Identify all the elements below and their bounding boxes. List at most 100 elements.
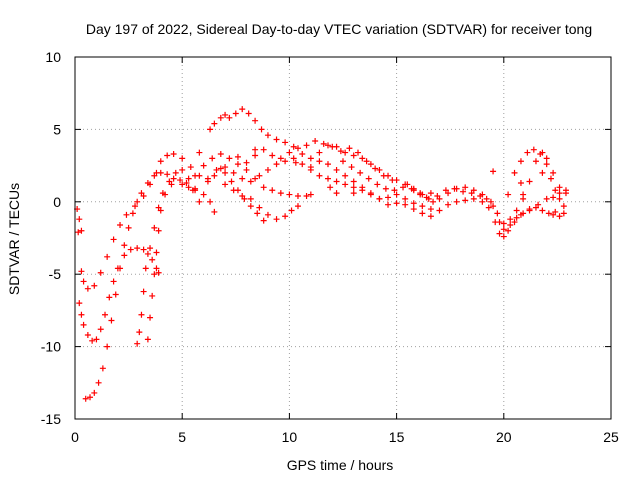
data-point-arc-5-9 bbox=[177, 177, 184, 184]
data-point-arc-1-29 bbox=[247, 203, 254, 210]
data-point-arc-7-15 bbox=[320, 140, 327, 147]
data-point-arc-13-2 bbox=[417, 190, 424, 197]
data-point-arc-4-0 bbox=[134, 340, 141, 347]
data-point-arc-2-8 bbox=[106, 294, 113, 301]
data-point-arc-13-8 bbox=[462, 184, 469, 191]
data-point-arc-14-7 bbox=[552, 187, 559, 194]
data-point-arc-3-20 bbox=[185, 184, 192, 191]
data-point-arc-4-6 bbox=[151, 224, 158, 231]
data-point-arc-13-5 bbox=[436, 195, 443, 202]
data-point-arc-2-15 bbox=[144, 250, 151, 257]
data-point-arc-6-23 bbox=[376, 166, 383, 173]
data-point-arc-8-13 bbox=[316, 172, 323, 179]
data-point-arc-9-9 bbox=[294, 203, 301, 210]
data-point-arc-13-22 bbox=[556, 184, 563, 191]
data-point-scatter-isolated-11 bbox=[520, 191, 527, 198]
data-point-arc-6-22 bbox=[367, 161, 374, 168]
data-point-arc-13-9 bbox=[470, 187, 477, 194]
data-point-arc-14-1 bbox=[517, 158, 524, 165]
data-point-arc-7-6 bbox=[243, 159, 250, 166]
data-point-arc-11-10 bbox=[393, 200, 400, 207]
data-point-arc-5-14 bbox=[211, 208, 218, 215]
data-point-arc-10-6 bbox=[294, 193, 301, 200]
data-point-arc-6-15 bbox=[307, 155, 314, 162]
data-point-arc-1-11 bbox=[123, 211, 130, 218]
data-point-arc-3-3 bbox=[95, 379, 102, 386]
data-point-arc-11-23 bbox=[496, 230, 503, 237]
data-point-arc-13-21 bbox=[550, 169, 557, 176]
data-point-arc-1-7 bbox=[97, 269, 104, 276]
data-point-arc-10-4 bbox=[277, 190, 284, 197]
data-point-arc-3-10 bbox=[125, 224, 132, 231]
data-point-arc-11-15 bbox=[436, 207, 443, 214]
data-point-arc-2-0 bbox=[76, 300, 83, 307]
data-point-arc-8-21 bbox=[385, 194, 392, 201]
data-point-arc-10-8 bbox=[307, 191, 314, 198]
data-point-scatter-isolated-7 bbox=[350, 190, 357, 197]
data-point-arc-13-6 bbox=[445, 190, 452, 197]
data-point-arc-4-10 bbox=[172, 169, 179, 176]
data-point-arc-14-0 bbox=[511, 169, 518, 176]
data-point-arc-6-14 bbox=[299, 151, 306, 158]
data-point-arc-12-18 bbox=[490, 203, 497, 210]
data-point-arc-3-17 bbox=[164, 171, 171, 178]
data-point-arc-10-5 bbox=[286, 191, 293, 198]
data-point-arc-8-7 bbox=[264, 166, 271, 173]
data-point-arc-2-16 bbox=[149, 256, 156, 263]
data-point-arc-6-0 bbox=[207, 126, 214, 133]
data-point-arc-2-1 bbox=[78, 311, 85, 318]
data-point-arc-4-5 bbox=[147, 245, 154, 252]
data-point-arc-12-21 bbox=[507, 221, 514, 228]
data-point-arc-11-7 bbox=[367, 190, 374, 197]
data-point-arc-13-14 bbox=[507, 216, 514, 223]
y-tick-label-0: 0 bbox=[53, 194, 61, 210]
data-point-arc-13-12 bbox=[494, 210, 501, 217]
data-point-arc-8-10 bbox=[290, 155, 297, 162]
data-point-arc-6-5 bbox=[232, 110, 239, 117]
data-point-arc-2-2 bbox=[80, 321, 87, 328]
data-point-scatter-isolated-8 bbox=[490, 168, 497, 175]
x-tick-label-20: 20 bbox=[496, 429, 512, 445]
data-point-arc-5-5 bbox=[155, 227, 162, 234]
chart-title: Day 197 of 2022, Sidereal Day-to-day VTE… bbox=[86, 21, 592, 37]
data-point-arc-1-26 bbox=[228, 178, 235, 185]
data-point-arc-1-18 bbox=[170, 151, 177, 158]
data-point-arc-4-2 bbox=[138, 311, 145, 318]
data-point-arc-7-20 bbox=[363, 158, 370, 165]
data-point-arc-2-17 bbox=[153, 265, 160, 272]
data-point-arc-3-8 bbox=[117, 265, 124, 272]
data-point-arc-7-12 bbox=[294, 145, 301, 152]
data-point-arc-8-0 bbox=[204, 175, 211, 182]
data-point-arc-9-6 bbox=[273, 216, 280, 223]
data-point-arc-1-23 bbox=[211, 172, 218, 179]
data-point-arc-11-30 bbox=[543, 195, 550, 202]
data-point-arc-5-7 bbox=[162, 191, 169, 198]
data-point-arc-13-10 bbox=[479, 191, 486, 198]
data-point-arc-10-3 bbox=[269, 187, 276, 194]
data-point-scatter-isolated-0 bbox=[75, 229, 82, 236]
x-tick-label-15: 15 bbox=[389, 429, 405, 445]
data-point-arc-14-6 bbox=[547, 175, 554, 182]
data-point-scatter-isolated-3 bbox=[252, 146, 259, 153]
data-point-arc-6-4 bbox=[226, 114, 233, 121]
data-point-arc-3-7 bbox=[112, 291, 119, 298]
data-point-arc-1-3 bbox=[78, 268, 85, 275]
data-point-arc-12-5 bbox=[382, 185, 389, 192]
data-point-arc-10-2 bbox=[260, 184, 267, 191]
data-point-arc-13-3 bbox=[423, 194, 430, 201]
data-point-arc-8-3 bbox=[230, 169, 237, 176]
data-point-arc-7-2 bbox=[209, 155, 216, 162]
data-point-arc-1-9 bbox=[110, 236, 117, 243]
data-point-arc-11-19 bbox=[470, 195, 477, 202]
data-point-arc-5-8 bbox=[168, 181, 175, 188]
data-point-arc-13-17 bbox=[526, 178, 533, 185]
data-point-arc-3-12 bbox=[134, 198, 141, 205]
data-point-arc-1-20 bbox=[187, 164, 194, 171]
data-point-arc-1-1 bbox=[76, 216, 83, 223]
data-point-arc-12-2 bbox=[357, 169, 364, 176]
data-point-arc-6-21 bbox=[359, 155, 366, 162]
data-point-arc-1-5 bbox=[84, 285, 91, 292]
data-point-arc-11-2 bbox=[324, 161, 331, 168]
data-point-arc-7-5 bbox=[234, 161, 241, 168]
